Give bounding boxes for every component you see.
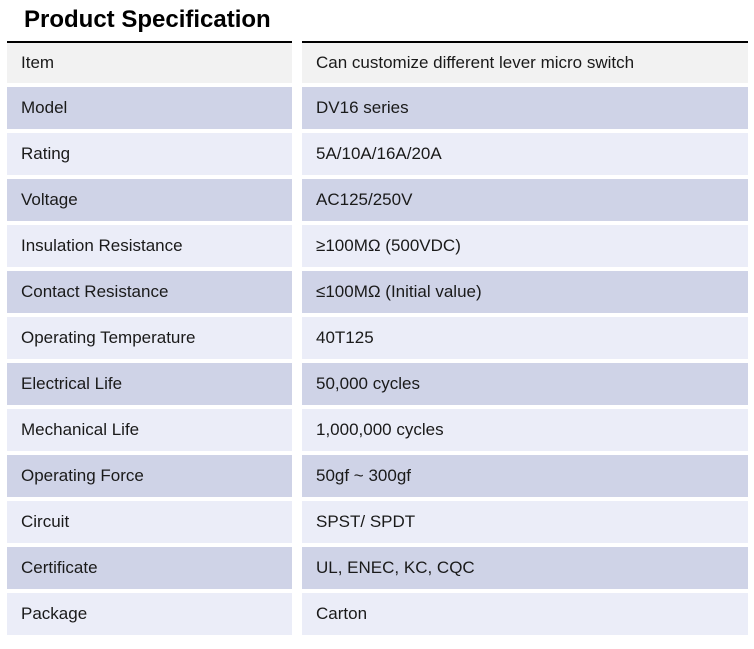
spec-row-value: 50,000 cycles [302,363,748,405]
spec-row-label: Item [7,41,292,83]
spec-row-label: Certificate [7,547,292,589]
spec-row-label: Package [7,593,292,635]
specification-table: Item Can customize different lever micro … [7,41,748,635]
spec-row-value: Can customize different lever micro swit… [302,41,748,83]
spec-row-value: SPST/ SPDT [302,501,748,543]
spec-row-value: 1,000,000 cycles [302,409,748,451]
spec-row-label: Circuit [7,501,292,543]
spec-row-label: Rating [7,133,292,175]
spec-row-value: AC125/250V [302,179,748,221]
spec-row-value: 50gf ~ 300gf [302,455,748,497]
spec-row-label: Operating Force [7,455,292,497]
spec-row-value: 5A/10A/16A/20A [302,133,748,175]
spec-row-value: UL, ENEC, KC, CQC [302,547,748,589]
spec-row-value: 40T125 [302,317,748,359]
spec-row-label: Insulation Resistance [7,225,292,267]
spec-row-value: DV16 series [302,87,748,129]
page-title: Product Specification [24,6,271,33]
spec-row-label: Operating Temperature [7,317,292,359]
spec-row-label: Voltage [7,179,292,221]
spec-row-label: Electrical Life [7,363,292,405]
spec-row-label: Model [7,87,292,129]
spec-row-label: Mechanical Life [7,409,292,451]
spec-row-label: Contact Resistance [7,271,292,313]
spec-row-value: Carton [302,593,748,635]
spec-row-value: ≥100MΩ (500VDC) [302,225,748,267]
product-specification-page: Product Specification Item Can customize … [0,5,754,649]
spec-row-value: ≤100MΩ (Initial value) [302,271,748,313]
